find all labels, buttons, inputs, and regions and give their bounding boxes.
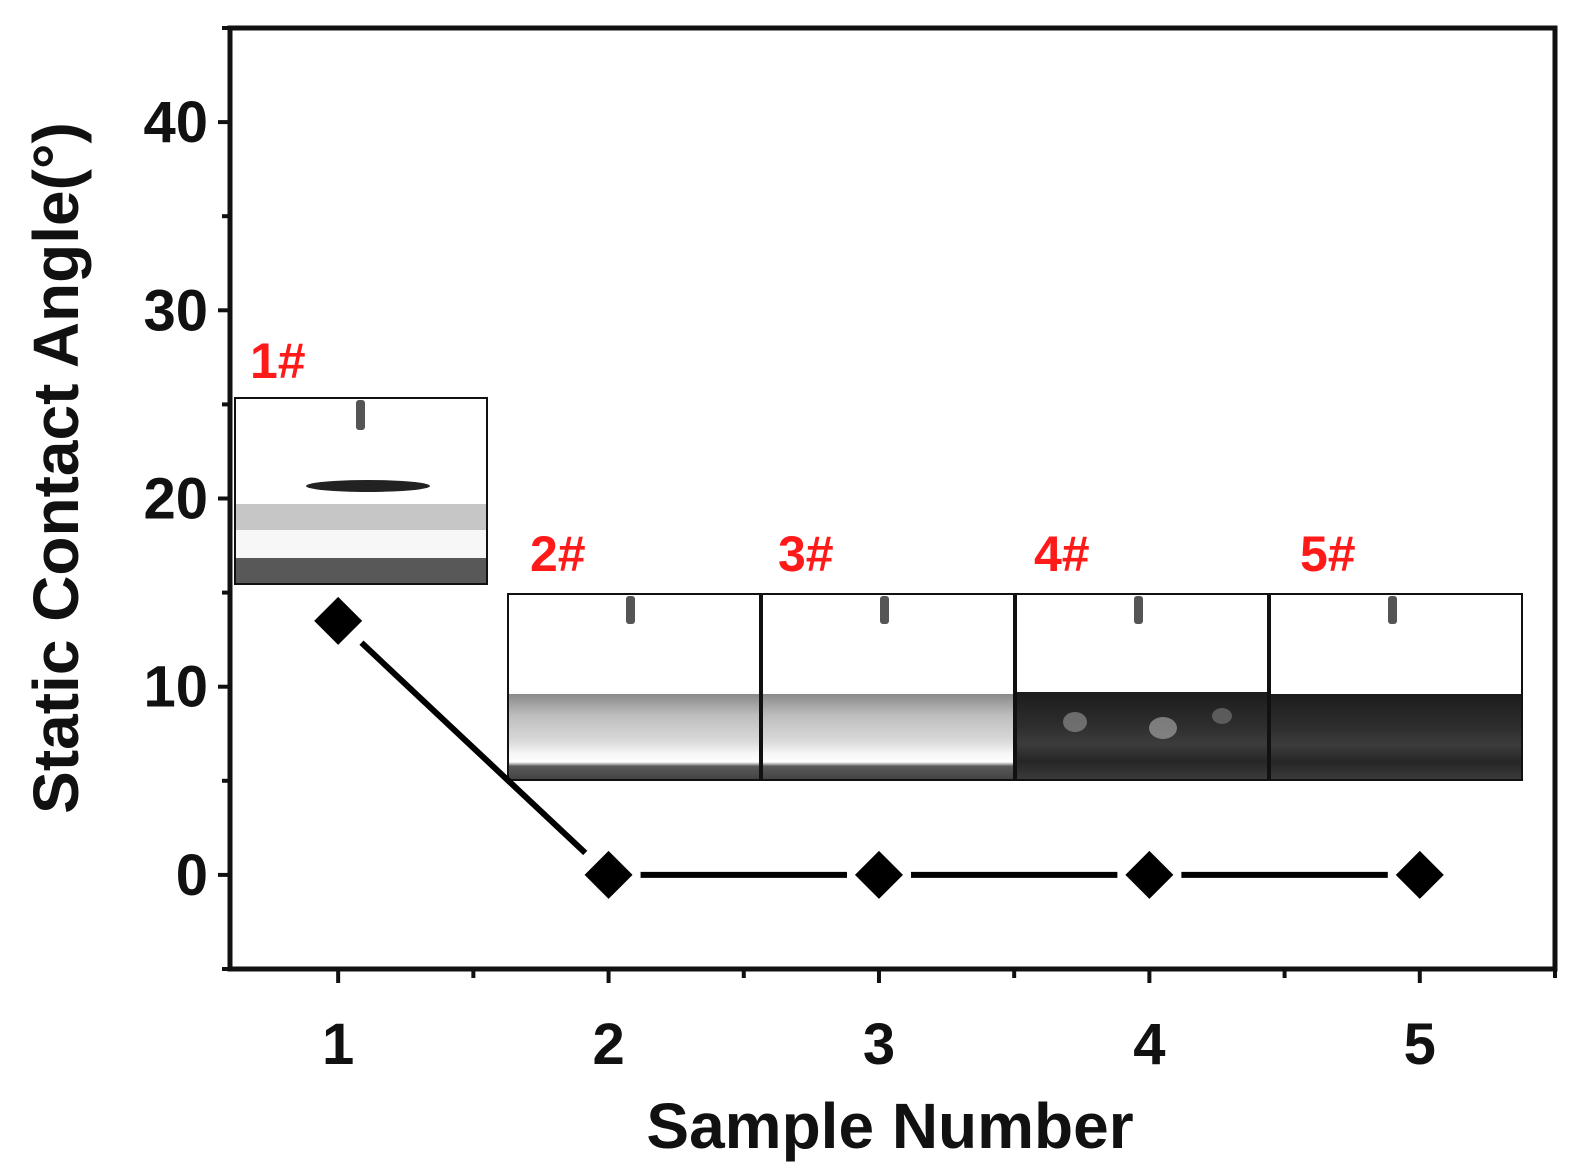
x-tick-label: 1 xyxy=(322,1012,354,1077)
y-tick-label: 40 xyxy=(143,90,208,155)
y-tick-label: 0 xyxy=(176,843,208,908)
data-point-diamond xyxy=(1125,850,1174,899)
y-axis-tick-labels: 0 10 20 30 40 xyxy=(143,90,208,908)
x-axis-tick-labels: 1 2 3 4 5 xyxy=(322,1012,1436,1077)
y-tick-label: 30 xyxy=(143,278,208,343)
series-line-segment xyxy=(359,640,588,856)
x-axis-title: Sample Number xyxy=(646,1090,1133,1162)
series-layer xyxy=(314,596,1444,899)
inset-image-3 xyxy=(761,593,1015,781)
y-axis-title: Static Contact Angle(°) xyxy=(20,122,92,814)
inset-label-2: 2# xyxy=(530,526,586,582)
inset-image-1 xyxy=(234,397,488,585)
inset-label-1: 1# xyxy=(250,333,306,389)
data-point-diamond xyxy=(314,596,363,645)
y-tick-label: 20 xyxy=(143,467,208,532)
x-tick-label: 3 xyxy=(863,1012,895,1077)
x-tick-label: 4 xyxy=(1133,1012,1165,1077)
inset-label-4: 4# xyxy=(1034,526,1090,582)
inset-image-2 xyxy=(507,593,761,781)
data-point-diamond xyxy=(584,850,633,899)
x-axis-ticks xyxy=(336,969,1557,983)
inset-image-5 xyxy=(1269,593,1523,781)
x-tick-label: 5 xyxy=(1404,1012,1436,1077)
inset-image-4 xyxy=(1015,593,1269,781)
x-tick-label: 2 xyxy=(592,1012,624,1077)
y-axis-ticks xyxy=(218,26,230,971)
data-point-diamond xyxy=(1395,850,1444,899)
inset-label-5: 5# xyxy=(1300,526,1356,582)
data-point-diamond xyxy=(854,850,903,899)
inset-label-3: 3# xyxy=(778,526,834,582)
y-tick-label: 10 xyxy=(143,655,208,720)
